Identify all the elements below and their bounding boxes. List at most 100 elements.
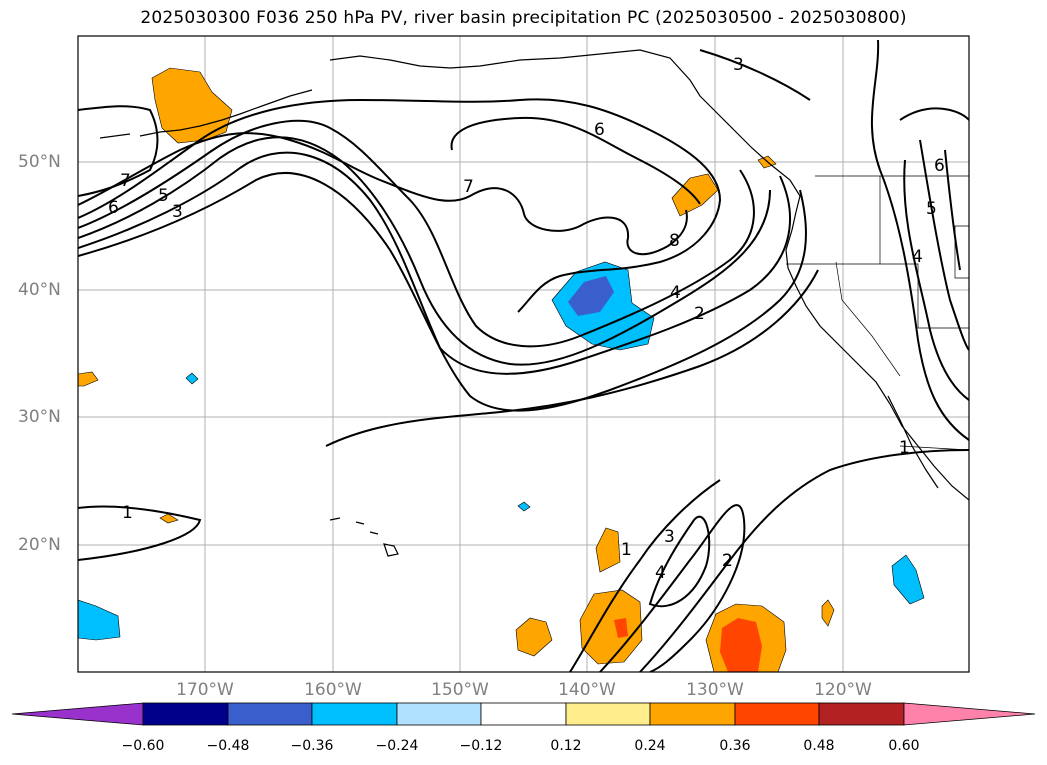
- lat-label-50n: 50°N: [18, 152, 61, 172]
- colorbar-bin: [818, 702, 905, 726]
- contour-label: 3: [172, 202, 183, 222]
- pv-contour-7-main: [78, 132, 688, 256]
- colorbar-bin: [396, 702, 482, 726]
- precip-positive-s2: [515, 617, 553, 657]
- contour-label: 6: [108, 198, 119, 218]
- pv-contour-1-west: [78, 505, 202, 561]
- lon-label-130w: 130°W: [686, 680, 744, 700]
- contour-label: 4: [655, 563, 666, 583]
- contour-label: 5: [158, 186, 169, 206]
- contour-label: 3: [664, 527, 675, 547]
- pv-contour-4-south: [648, 516, 711, 608]
- precip-shading: [78, 67, 925, 672]
- lat-label-30n: 30°N: [18, 407, 61, 427]
- pv-contour-se-2: [899, 107, 969, 121]
- pv-contour-6: [78, 98, 722, 313]
- precip-positive-s3: [579, 589, 643, 665]
- alaska-coast: [329, 49, 801, 213]
- north-america-west-coast: [785, 211, 969, 501]
- pv-contour-7-trough: [450, 116, 701, 205]
- pv-contour-aleutian: [78, 105, 159, 197]
- precip-positive-s1: [595, 527, 621, 573]
- lon-label-160w: 160°W: [304, 680, 362, 700]
- map-title: 2025030300 F036 250 hPa PV, river basin …: [140, 8, 907, 28]
- contour-label: 7: [463, 177, 474, 197]
- contour-label: 2: [694, 304, 705, 324]
- pv-contour-5: [78, 119, 755, 348]
- lon-label-120w: 120°W: [814, 680, 872, 700]
- colorbar-bin: [480, 702, 567, 726]
- pv-contour-1-south: [569, 479, 721, 672]
- colorbar-extend-left: [11, 702, 144, 726]
- colorbar-tick-label: −0.48: [206, 738, 250, 754]
- pv-contour-se-5: [944, 149, 961, 271]
- colorbar: [11, 702, 1036, 726]
- pv-contour-2: [78, 172, 807, 412]
- pv-contour-4: [78, 136, 771, 366]
- precip-positive-coast: [671, 173, 719, 217]
- precip-positive-aleutian: [151, 67, 233, 144]
- contour-label: 4: [912, 247, 923, 267]
- colorbar-tick-label: 0.12: [550, 738, 582, 754]
- precip-positive-small: [821, 599, 835, 627]
- precip-negative-sw: [78, 599, 121, 641]
- precip-strong-s4: [720, 618, 762, 672]
- contour-label: 4: [670, 283, 681, 303]
- pv-contours: [78, 39, 969, 672]
- lat-label-20n: 20°N: [18, 535, 61, 555]
- pv-contour-1-main: [325, 269, 819, 447]
- aleutian-islands: [99, 89, 313, 139]
- hawaii-islands: [329, 517, 399, 557]
- lon-label-150w: 150°W: [431, 680, 489, 700]
- precip-negative-mex: [891, 554, 925, 605]
- pv-contour-3-south: [599, 504, 746, 672]
- colorbar-bin: [142, 702, 229, 726]
- contour-label: 1: [899, 438, 910, 458]
- pv-contour-se-4: [919, 139, 969, 351]
- contour-label: 2: [722, 551, 733, 571]
- contour-label: 8: [669, 231, 680, 251]
- lon-label-140w: 140°W: [558, 680, 616, 700]
- colorbar-tick-label: 0.60: [888, 738, 920, 754]
- precip-negative-dot2: [517, 501, 531, 512]
- colorbar-tick-label: −0.24: [375, 738, 419, 754]
- colorbar-tick-label: 0.24: [634, 738, 666, 754]
- contour-label: 7: [120, 171, 131, 191]
- colorbar-bin: [649, 702, 736, 726]
- colorbar-tick-label: 0.48: [803, 738, 835, 754]
- contour-label: 1: [621, 540, 632, 560]
- contour-label: 6: [934, 156, 945, 176]
- coastlines: [99, 49, 969, 557]
- precip-positive-dot: [159, 513, 179, 524]
- pv-contour-3-north: [699, 49, 811, 101]
- pv-contour-2-south: [639, 449, 969, 672]
- lat-label-40n: 40°N: [18, 280, 61, 300]
- contour-label: 1: [122, 503, 133, 523]
- colorbar-tick-label: 0.36: [719, 738, 751, 754]
- map-frame: [77, 35, 970, 673]
- contour-label: 3: [733, 55, 744, 75]
- gridlines: [78, 36, 969, 672]
- precip-negative-dot1: [185, 372, 199, 385]
- precip-positive-edge: [78, 371, 99, 387]
- colorbar-extend-right: [903, 702, 1036, 726]
- contour-label: 2: [722, 551, 733, 571]
- colorbar-bin: [311, 702, 398, 726]
- colorbar-bin: [227, 702, 313, 726]
- contour-labels: 7 6 5 3 6 7 8 4 2 3 6 5 4 1 1 2 1 3 4 2: [108, 55, 945, 583]
- pv-contour-se-3: [903, 159, 969, 401]
- colorbar-tick-label: −0.60: [121, 738, 165, 754]
- colorbar-bin: [734, 702, 820, 726]
- state-borders: [786, 175, 969, 451]
- precip-neg-core: [568, 276, 614, 316]
- lon-label-170w: 170°W: [176, 680, 234, 700]
- precip-strong-s3: [614, 618, 628, 638]
- baja-california: [887, 395, 939, 489]
- pv-contour-se-1: [870, 39, 969, 441]
- colorbar-bin: [565, 702, 651, 726]
- contour-label: 5: [926, 199, 937, 219]
- colorbar-tick-label: −0.12: [459, 738, 503, 754]
- colorbar-tick-label: −0.36: [290, 738, 334, 754]
- contour-label: 6: [594, 120, 605, 140]
